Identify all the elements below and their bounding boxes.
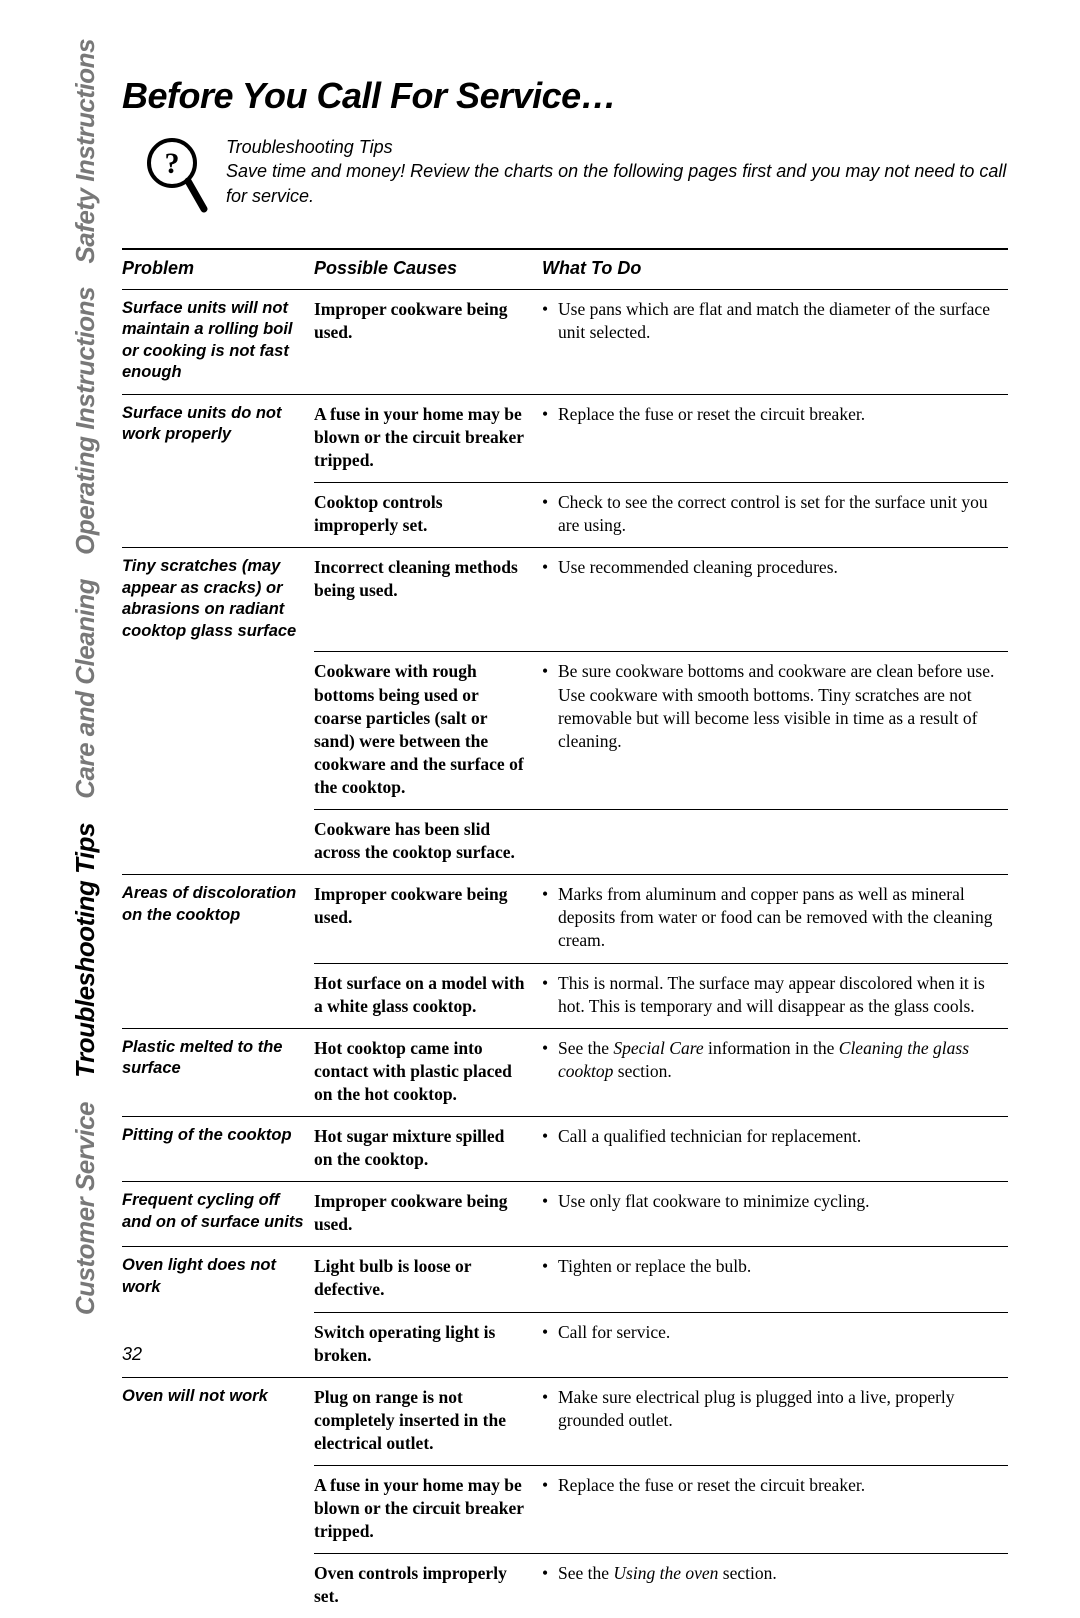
cell-action: •Replace the fuse or reset the circuit b…	[542, 1466, 1008, 1554]
cell-cause: Incorrect cleaning methods being used.	[314, 548, 542, 652]
table-row: Hot surface on a model with a white glas…	[122, 963, 1008, 1028]
cell-action: •Marks from aluminum and copper pans as …	[542, 875, 1008, 963]
cell-cause: Improper cookware being used.	[314, 875, 542, 963]
cell-cause: Hot cooktop came into contact with plast…	[314, 1028, 542, 1116]
cell-cause: Hot sugar mixture spilled on the cooktop…	[314, 1116, 542, 1181]
table-row: Pitting of the cooktopHot sugar mixture …	[122, 1116, 1008, 1181]
sidebar-tab[interactable]: Operating Instructions	[70, 287, 106, 555]
table-row: Tiny scratches (may appear as cracks) or…	[122, 548, 1008, 652]
table-row: Oven light does not workLight bulb is lo…	[122, 1247, 1008, 1312]
cell-cause: Light bulb is loose or defective.	[314, 1247, 542, 1312]
cell-problem: Areas of discoloration on the cooktop	[122, 875, 314, 963]
cell-cause: Improper cookware being used.	[314, 1182, 542, 1247]
cell-action: •Be sure cookware bottoms and cookware a…	[542, 652, 1008, 810]
col-header-action: What To Do	[542, 250, 1008, 290]
cell-cause: Improper cookware being used.	[314, 290, 542, 395]
cell-action: •Use recommended cleaning procedures.	[542, 548, 1008, 652]
page-content: Before You Call For Service… ? Troublesh…	[122, 75, 1008, 1618]
cell-problem	[122, 810, 314, 875]
cell-problem: Surface units do not work properly	[122, 394, 314, 482]
table-row: Oven will not workPlug on range is not c…	[122, 1377, 1008, 1465]
cell-problem	[122, 963, 314, 1028]
table-row: Oven controls improperly set.•See the Us…	[122, 1554, 1008, 1618]
cell-action	[542, 810, 1008, 875]
cell-action: •Replace the fuse or reset the circuit b…	[542, 394, 1008, 482]
col-header-problem: Problem	[122, 250, 314, 290]
cell-cause: Plug on range is not completely inserted…	[314, 1377, 542, 1465]
cell-problem	[122, 483, 314, 548]
intro-section: ? Troubleshooting Tips Save time and mon…	[144, 135, 1008, 220]
cell-problem: Oven will not work	[122, 1377, 314, 1465]
sidebar-tabs: Customer Service Troubleshooting Tips Care…	[70, 80, 106, 1315]
cell-action: •Use only flat cookware to minimize cycl…	[542, 1182, 1008, 1247]
page-title: Before You Call For Service…	[122, 75, 1008, 117]
cell-action: •This is normal. The surface may appear …	[542, 963, 1008, 1028]
cell-action: •Make sure electrical plug is plugged in…	[542, 1377, 1008, 1465]
table-row: Switch operating light is broken.•Call f…	[122, 1312, 1008, 1377]
cell-problem: Frequent cycling off and on of surface u…	[122, 1182, 314, 1247]
table-row: Plastic melted to the surfaceHot cooktop…	[122, 1028, 1008, 1116]
page-number: 32	[122, 1344, 142, 1365]
cell-problem: Plastic melted to the surface	[122, 1028, 314, 1116]
table-row: Surface units do not work properlyA fuse…	[122, 394, 1008, 482]
table-row: Surface units will not maintain a rollin…	[122, 290, 1008, 395]
magnifier-question-icon: ?	[144, 135, 208, 220]
table-row: Areas of discoloration on the cooktopImp…	[122, 875, 1008, 963]
cell-problem: Pitting of the cooktop	[122, 1116, 314, 1181]
svg-text:?: ?	[165, 147, 180, 180]
table-row: A fuse in your home may be blown or the …	[122, 1466, 1008, 1554]
cell-problem	[122, 652, 314, 810]
cell-cause: A fuse in your home may be blown or the …	[314, 394, 542, 482]
cell-cause: Switch operating light is broken.	[314, 1312, 542, 1377]
sidebar-tab[interactable]: Troubleshooting Tips	[70, 823, 106, 1078]
intro-text: Troubleshooting Tips Save time and money…	[226, 135, 1008, 208]
cell-cause: Cooktop controls improperly set.	[314, 483, 542, 548]
cell-action: •Tighten or replace the bulb.	[542, 1247, 1008, 1312]
intro-heading: Troubleshooting Tips	[226, 135, 1008, 159]
sidebar-tab[interactable]: Customer Service	[70, 1102, 106, 1315]
cell-action: •Call for service.	[542, 1312, 1008, 1377]
table-body: Surface units will not maintain a rollin…	[122, 290, 1008, 1618]
cell-action: •Call a qualified technician for replace…	[542, 1116, 1008, 1181]
cell-cause: Oven controls improperly set.	[314, 1554, 542, 1618]
cell-cause: Cookware with rough bottoms being used o…	[314, 652, 542, 810]
cell-problem: Tiny scratches (may appear as cracks) or…	[122, 548, 314, 652]
cell-action: •Use pans which are flat and match the d…	[542, 290, 1008, 395]
cell-action: •See the Using the oven section.	[542, 1554, 1008, 1618]
cell-problem: Surface units will not maintain a rollin…	[122, 290, 314, 395]
table-row: Cookware with rough bottoms being used o…	[122, 652, 1008, 810]
cell-problem	[122, 1466, 314, 1554]
cell-action: •See the Special Care information in the…	[542, 1028, 1008, 1116]
cell-problem	[122, 1312, 314, 1377]
col-header-causes: Possible Causes	[314, 250, 542, 290]
cell-action: •Check to see the correct control is set…	[542, 483, 1008, 548]
sidebar-tab[interactable]: Safety Instructions	[70, 39, 106, 264]
intro-body: Save time and money! Review the charts o…	[226, 161, 1006, 205]
cell-cause: Hot surface on a model with a white glas…	[314, 963, 542, 1028]
table-row: Cookware has been slid across the cookto…	[122, 810, 1008, 875]
troubleshooting-table: Problem Possible Causes What To Do Surfa…	[122, 248, 1008, 1618]
cell-problem	[122, 1554, 314, 1618]
cell-cause: A fuse in your home may be blown or the …	[314, 1466, 542, 1554]
cell-problem: Oven light does not work	[122, 1247, 314, 1312]
table-row: Frequent cycling off and on of surface u…	[122, 1182, 1008, 1247]
table-row: Cooktop controls improperly set.•Check t…	[122, 483, 1008, 548]
cell-cause: Cookware has been slid across the cookto…	[314, 810, 542, 875]
sidebar-tab[interactable]: Care and Cleaning	[70, 579, 106, 799]
